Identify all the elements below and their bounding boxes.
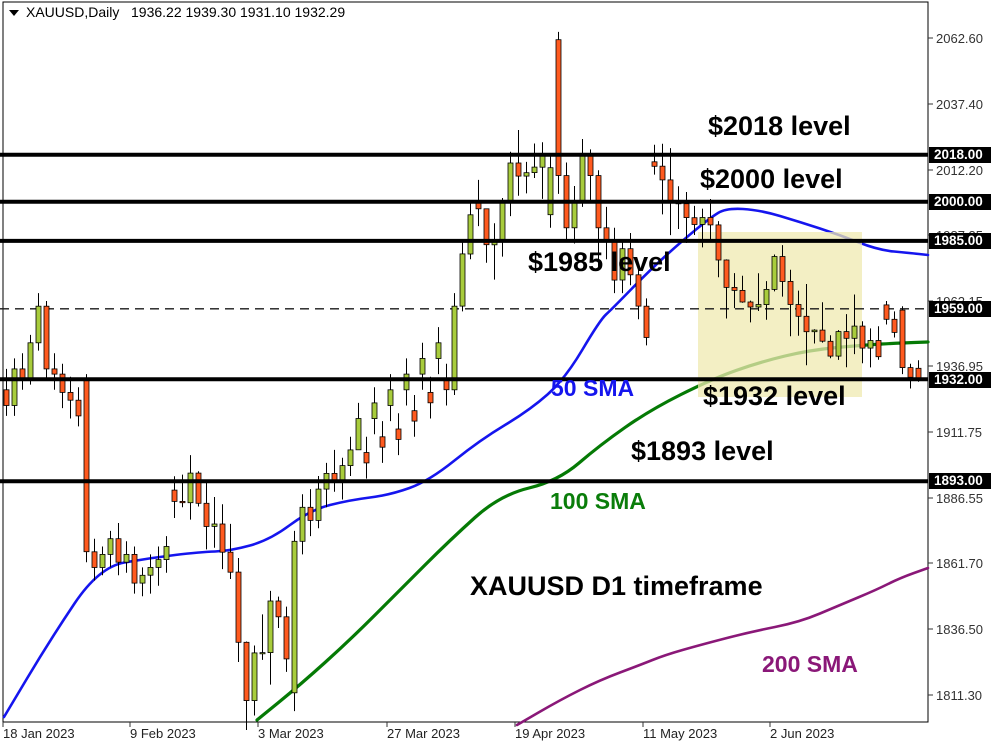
svg-text:50 SMA: 50 SMA xyxy=(551,375,634,401)
svg-text:2037.40: 2037.40 xyxy=(936,97,983,112)
svg-text:1811.30: 1811.30 xyxy=(936,688,982,703)
svg-text:$1932 level: $1932 level xyxy=(703,381,846,411)
svg-text:1836.50: 1836.50 xyxy=(936,622,983,637)
svg-text:2018.00: 2018.00 xyxy=(934,147,983,162)
svg-text:3 Mar 2023: 3 Mar 2023 xyxy=(258,726,324,741)
svg-text:27 Mar 2023: 27 Mar 2023 xyxy=(387,726,460,741)
svg-text:1959.00: 1959.00 xyxy=(934,301,983,316)
svg-text:1861.70: 1861.70 xyxy=(936,556,983,571)
svg-text:200 SMA: 200 SMA xyxy=(762,651,858,677)
svg-text:18 Jan 2023: 18 Jan 2023 xyxy=(3,726,75,741)
svg-text:2012.20: 2012.20 xyxy=(936,163,983,178)
svg-text:2 Jun 2023: 2 Jun 2023 xyxy=(770,726,834,741)
svg-text:XAUUSD D1 timeframe: XAUUSD D1 timeframe xyxy=(470,571,763,601)
svg-text:1932.00: 1932.00 xyxy=(934,372,983,387)
svg-text:9 Feb 2023: 9 Feb 2023 xyxy=(130,726,196,741)
svg-text:19 Apr 2023: 19 Apr 2023 xyxy=(515,726,585,741)
svg-text:XAUUSD,Daily 1936.22 1939.30: XAUUSD,Daily 1936.22 1939.30 1931.10 193… xyxy=(26,4,345,20)
svg-text:1911.75: 1911.75 xyxy=(936,425,982,440)
svg-text:100 SMA: 100 SMA xyxy=(550,488,646,514)
svg-text:11 May 2023: 11 May 2023 xyxy=(643,726,717,741)
svg-text:2062.60: 2062.60 xyxy=(936,31,983,46)
svg-text:1886.55: 1886.55 xyxy=(936,491,983,506)
svg-text:1893.00: 1893.00 xyxy=(934,473,983,488)
svg-text:$1893 level: $1893 level xyxy=(631,436,774,466)
svg-text:1985.00: 1985.00 xyxy=(934,233,983,248)
svg-text:$2018 level: $2018 level xyxy=(708,111,851,141)
svg-text:2000.00: 2000.00 xyxy=(934,194,983,209)
svg-text:$1985 level: $1985 level xyxy=(528,247,671,277)
svg-text:$2000 level: $2000 level xyxy=(700,164,843,194)
